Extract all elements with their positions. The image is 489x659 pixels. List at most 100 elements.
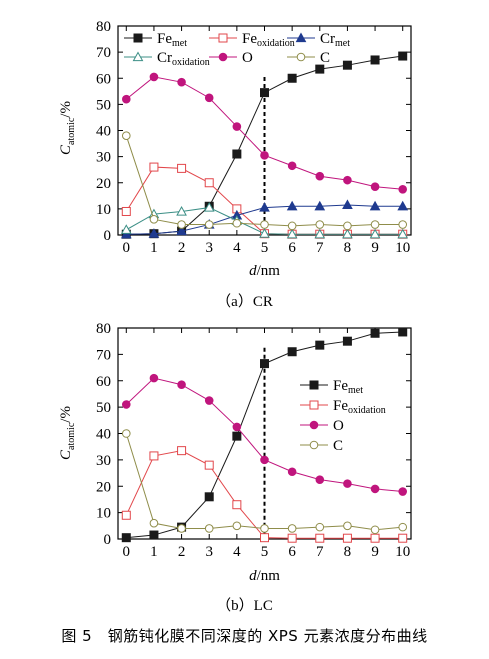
figure-caption: 图 5 钢筋钝化膜不同深度的 XPS 元素浓度分布曲线 bbox=[61, 627, 428, 645]
x-tick-label: 10 bbox=[395, 240, 410, 256]
x-axis-unit: /nm bbox=[257, 263, 281, 279]
y-tick-label: 50 bbox=[96, 400, 111, 416]
y-axis-label: Catomic/% bbox=[58, 101, 77, 155]
x-tick-label: 1 bbox=[150, 240, 158, 256]
legend-subscript: met bbox=[172, 38, 187, 49]
legend-subscript: oxidation bbox=[172, 57, 210, 68]
x-tick-label: 7 bbox=[316, 240, 324, 256]
data-point-cr_oxidation bbox=[176, 205, 187, 216]
data-point-c bbox=[287, 524, 297, 533]
data-point-c bbox=[149, 518, 159, 528]
legend-name: Fe bbox=[333, 378, 348, 394]
data-point-c bbox=[204, 524, 214, 533]
x-tick-label: 8 bbox=[344, 544, 352, 560]
legend-label-cr_oxidation: Croxidation bbox=[157, 50, 210, 68]
x-axis-var: d bbox=[249, 263, 257, 279]
data-point-fe_met bbox=[204, 492, 214, 502]
data-point-fe_oxidation bbox=[204, 460, 214, 470]
data-point-o bbox=[177, 380, 186, 390]
x-tick-label: 0 bbox=[123, 544, 131, 560]
data-point-cr_met bbox=[314, 200, 326, 211]
data-point-c bbox=[287, 221, 297, 231]
data-point-o bbox=[121, 400, 131, 409]
data-point-o bbox=[370, 484, 380, 494]
y-tick-label: 70 bbox=[96, 45, 111, 61]
data-point-o bbox=[370, 182, 380, 191]
legend-entry-c: C bbox=[300, 438, 343, 454]
data-point-o bbox=[232, 122, 242, 131]
data-point-fe_oxidation bbox=[232, 500, 242, 510]
data-point-fe_oxidation bbox=[315, 533, 325, 543]
y-axis-var: C bbox=[58, 144, 74, 155]
y-tick-label: 50 bbox=[96, 97, 111, 113]
panel-caption-lc: （b）LC bbox=[216, 598, 273, 614]
y-tick-label: 80 bbox=[96, 19, 111, 35]
data-point-o bbox=[149, 373, 159, 383]
legend-label-c: C bbox=[320, 50, 330, 66]
data-point-c bbox=[232, 218, 242, 228]
x-tick-label: 0 bbox=[123, 240, 131, 256]
data-point-fe_oxidation bbox=[121, 206, 131, 216]
y-tick-label: 0 bbox=[104, 532, 112, 548]
x-tick-label: 3 bbox=[205, 544, 213, 560]
legend-entry-cr_met: Crmet bbox=[287, 31, 350, 49]
data-point-fe_oxidation bbox=[398, 533, 408, 543]
data-point-o bbox=[232, 422, 242, 432]
data-point-fe_met bbox=[342, 336, 352, 346]
legend-name: Cr bbox=[320, 31, 335, 47]
data-point-c bbox=[232, 521, 242, 531]
data-point-c bbox=[260, 524, 269, 533]
legend-marker-cr_met bbox=[295, 32, 307, 43]
data-point-cr_met bbox=[369, 200, 381, 211]
legend-name: Fe bbox=[242, 31, 257, 47]
legend-subscript: met bbox=[348, 385, 363, 396]
legend-name: Fe bbox=[333, 398, 348, 414]
legend-marker-c bbox=[296, 52, 306, 62]
y-tick-label: 10 bbox=[96, 202, 111, 218]
data-point-o bbox=[121, 94, 131, 104]
data-point-fe_oxidation bbox=[342, 533, 352, 543]
data-point-cr_oxidation bbox=[314, 228, 326, 239]
data-point-fe_met bbox=[260, 88, 269, 98]
data-point-o bbox=[204, 396, 214, 405]
data-point-cr_oxidation bbox=[259, 228, 270, 238]
data-point-c bbox=[343, 221, 352, 231]
data-point-fe_met bbox=[232, 431, 242, 441]
data-point-c bbox=[204, 220, 214, 229]
y-tick-label: 20 bbox=[96, 479, 111, 495]
legend-entry-o: O bbox=[300, 418, 344, 434]
x-tick-label: 9 bbox=[371, 240, 379, 256]
data-point-fe_oxidation bbox=[121, 510, 131, 520]
data-point-fe_met bbox=[287, 347, 297, 357]
x-tick-label: 9 bbox=[371, 544, 379, 560]
series-fe_oxidation bbox=[121, 446, 408, 543]
data-point-fe_oxidation bbox=[260, 533, 269, 543]
data-point-o bbox=[343, 175, 352, 185]
data-point-o bbox=[177, 77, 186, 87]
x-axis-unit: /nm bbox=[257, 568, 281, 584]
data-point-fe_met bbox=[232, 149, 242, 159]
data-point-o bbox=[315, 475, 325, 484]
legend-name: Cr bbox=[157, 50, 172, 66]
data-point-cr_oxidation bbox=[397, 228, 409, 239]
data-point-fe_met bbox=[398, 51, 408, 61]
data-point-c bbox=[315, 220, 325, 229]
legend-entry-c: C bbox=[287, 50, 330, 66]
legend-label-c: C bbox=[333, 438, 343, 454]
data-point-c bbox=[398, 522, 408, 532]
data-point-fe_met bbox=[370, 328, 380, 338]
data-point-fe_met bbox=[315, 64, 325, 74]
y-tick-label: 20 bbox=[96, 176, 111, 192]
data-point-o bbox=[260, 151, 269, 160]
x-tick-label: 8 bbox=[344, 240, 352, 256]
data-point-cr_met bbox=[342, 199, 353, 210]
legend-marker-fe_oxidation bbox=[218, 33, 228, 43]
data-point-cr_oxidation bbox=[203, 202, 215, 212]
legend-subscript: oxidation bbox=[257, 38, 295, 49]
y-axis-unit: /% bbox=[58, 101, 74, 118]
series-o bbox=[121, 72, 408, 194]
x-tick-label: 5 bbox=[261, 544, 269, 560]
chart-cr: 0 10 20 30 40 50 60 70 80 0 1 2 3 4 5 6 7 8 9 10 d/nm Catomic… bbox=[58, 19, 412, 279]
data-point-cr_oxidation bbox=[120, 224, 132, 234]
